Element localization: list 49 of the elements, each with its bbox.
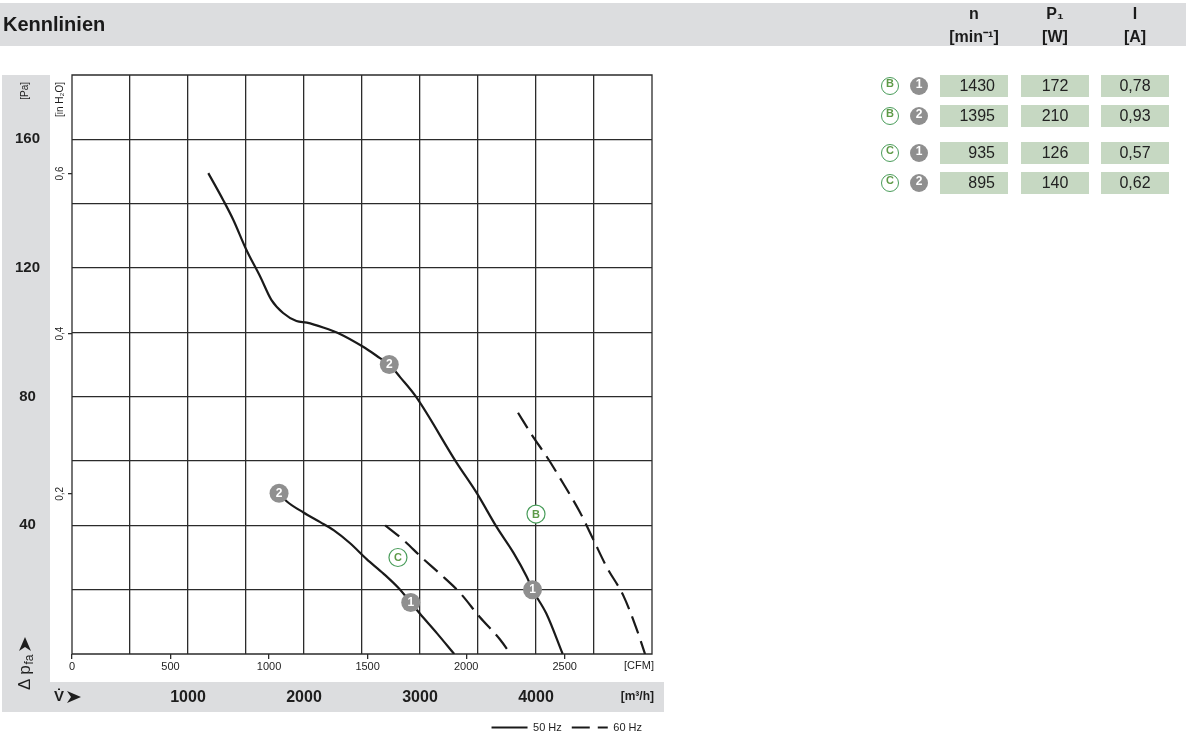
line-series — [516, 411, 647, 654]
x2-tick-label: 500 — [161, 659, 180, 672]
data-label: 172 — [1041, 76, 1069, 96]
annotation: 2 — [385, 357, 393, 372]
text: Δ pfa — [14, 654, 37, 690]
y-tick-label: 120 — [14, 258, 40, 276]
x2-axis-title: [CFM] — [624, 659, 655, 672]
y-tick-label: 40 — [19, 515, 36, 533]
y-tick-label: 160 — [14, 129, 40, 147]
x-tick-label: I [A] — [1123, 4, 1147, 47]
y2-tick-label: 0,2 — [53, 486, 65, 501]
x2-tick-label: 2000 — [453, 659, 479, 672]
annotation: 2 — [275, 485, 283, 500]
line-series — [207, 172, 564, 654]
y-tick-label: 80 — [19, 386, 36, 404]
data-label: 210 — [1041, 106, 1069, 126]
y-axis-title: [Pa] — [18, 81, 30, 100]
data-label: 1430 — [959, 76, 995, 96]
x2-tick-label: 0 — [68, 659, 76, 672]
annotation: C — [393, 551, 402, 564]
legend-label: 50 Hz — [533, 720, 562, 733]
y2-tick-label: 0,6 — [53, 166, 65, 181]
data-label: 140 — [1041, 173, 1069, 193]
legend-label: 60 Hz — [613, 720, 643, 733]
x2-tick-label: 1000 — [256, 659, 282, 672]
x-tick-label: P₁ [W] — [1042, 4, 1068, 47]
data-label: 895 — [968, 173, 995, 193]
x2-tick-label: 1500 — [355, 659, 380, 672]
data-label: 126 — [1041, 143, 1069, 163]
x-axis-title: [m³/h] — [620, 689, 655, 704]
x-tick-label: 2000 — [286, 688, 322, 706]
x-tick-label: n [min⁻¹] — [949, 4, 999, 47]
data-label: 0,62 — [1119, 173, 1151, 193]
annotation: B — [532, 507, 541, 520]
x2-tick-label: 2500 — [552, 659, 577, 672]
x-tick-label: 3000 — [402, 688, 438, 706]
y2-axis-title: [in H₂O] — [53, 81, 65, 117]
annotation: 1 — [407, 595, 415, 610]
data-label: 1395 — [959, 106, 995, 126]
data-label: 0,57 — [1119, 143, 1151, 163]
x-tick-label: 4000 — [518, 688, 554, 706]
x-tick-label: 1000 — [170, 688, 206, 706]
data-label: 0,78 — [1119, 76, 1151, 96]
y2-tick-label: 0,4 — [53, 326, 65, 341]
data-label: 935 — [968, 143, 995, 163]
chart-title: Kennlinien — [3, 12, 106, 36]
text: V̇ — [54, 687, 65, 705]
data-label: 0,93 — [1119, 106, 1151, 126]
annotation: 1 — [529, 582, 537, 597]
